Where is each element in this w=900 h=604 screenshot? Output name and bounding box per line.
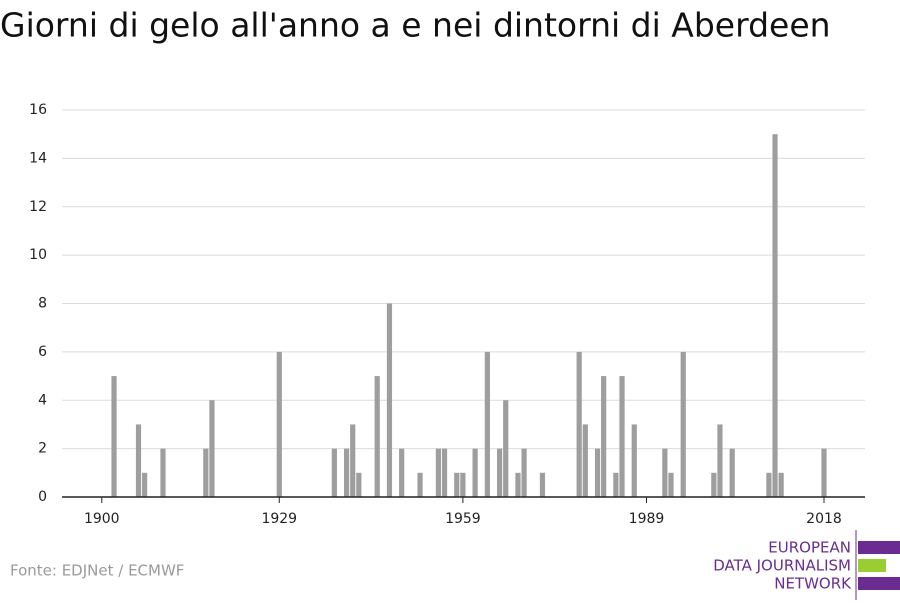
x-tick-label: 2018: [806, 511, 842, 527]
bar: [662, 448, 668, 497]
y-tick-label: 8: [38, 296, 47, 312]
bar: [821, 448, 827, 497]
x-tick-label: 1959: [445, 511, 481, 527]
bar: [331, 448, 337, 497]
bar: [386, 303, 393, 497]
bar: [435, 448, 442, 497]
bar: [356, 472, 362, 497]
y-tick-label: 0: [38, 489, 47, 505]
logo-bar: [858, 559, 886, 572]
bar: [619, 376, 625, 497]
y-tick-label: 10: [29, 247, 47, 263]
x-tick-label: 1929: [261, 511, 297, 527]
bar: [374, 376, 380, 497]
logo-bar: [858, 541, 900, 554]
bar: [778, 472, 784, 497]
bar: [521, 448, 527, 497]
x-tick-label: 1989: [629, 511, 665, 527]
bar: [515, 472, 521, 497]
bar: [582, 424, 588, 497]
bar: [441, 448, 448, 497]
chart-title: Giorni di gelo all'anno a e nei dintorni…: [0, 6, 831, 45]
bar: [276, 351, 282, 497]
bar: [343, 448, 350, 497]
bar: [503, 400, 509, 497]
bar: [399, 448, 405, 497]
bar: [711, 472, 717, 497]
bar: [484, 351, 490, 497]
bar: [631, 424, 637, 497]
bar: [160, 448, 166, 497]
bar: [613, 472, 619, 497]
bar: [472, 448, 478, 497]
source: Fonte: EDJNet / ECMWF: [10, 562, 184, 580]
bar: [576, 351, 582, 497]
bar: [594, 448, 601, 497]
x-tick-label: 1900: [84, 511, 120, 527]
bar: [454, 472, 460, 497]
logo-bar: [858, 577, 900, 590]
bar: [601, 376, 607, 497]
bar: [142, 472, 148, 497]
y-tick-label: 12: [29, 199, 47, 215]
bar: [417, 472, 423, 497]
logo-text: EUROPEAN: [768, 539, 851, 557]
y-tick-label: 6: [38, 344, 47, 360]
bar: [209, 400, 215, 497]
bar: [717, 424, 723, 497]
bar: [539, 472, 546, 497]
logo-text: NETWORK: [774, 575, 852, 593]
bar: [203, 448, 209, 497]
y-tick-label: 2: [38, 441, 47, 457]
bar: [766, 472, 772, 497]
y-tick-label: 16: [29, 102, 47, 118]
bar: [680, 351, 686, 497]
bar: [497, 448, 503, 497]
bar: [135, 424, 142, 497]
bar: [350, 424, 356, 497]
y-tick-label: 4: [38, 392, 47, 408]
bar: [772, 134, 778, 497]
logo-text: DATA JOURNALISM: [713, 557, 851, 575]
bar: [729, 448, 735, 497]
bar: [111, 376, 117, 497]
y-tick-label: 14: [29, 150, 47, 166]
bar: [668, 472, 674, 497]
bar: [460, 472, 466, 497]
